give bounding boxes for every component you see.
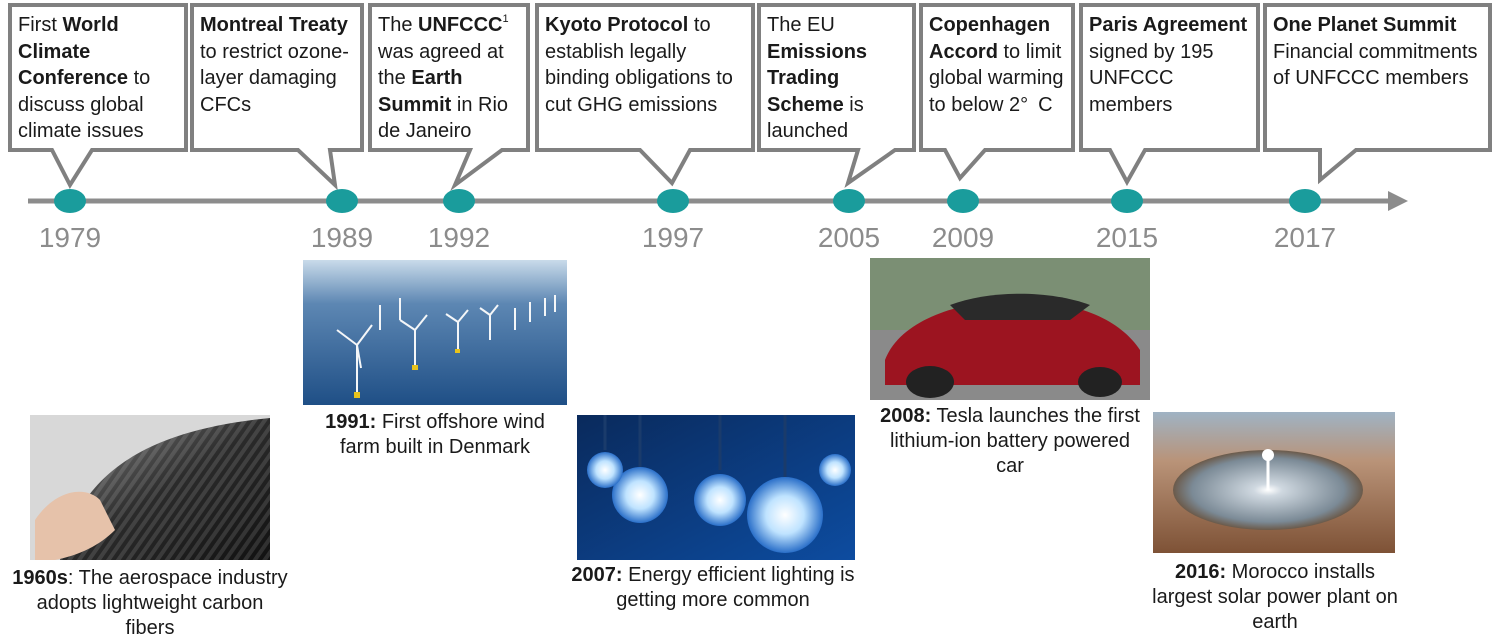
- year-label: 1979: [38, 222, 102, 253]
- text: Financial commitments of UNFCCC members: [1273, 40, 1478, 90]
- bold-text: 2007:: [571, 564, 623, 586]
- photo-car: [870, 258, 1150, 400]
- callout-box: [535, 3, 755, 187]
- bold-text: Copenhagen Accord: [929, 14, 1051, 63]
- bold-text: Emissions Trading Scheme: [767, 40, 868, 116]
- bold-text: 1991:: [325, 411, 377, 433]
- callout-box: [368, 3, 530, 192]
- photo-solar-plant: [1153, 412, 1395, 553]
- text: to limit global warming to below 2° C: [929, 40, 1064, 116]
- callout-box: [190, 3, 364, 191]
- text: is launched: [767, 93, 864, 143]
- photo-wind-farm: [303, 260, 567, 405]
- text: Tesla launches the first lithium-ion bat…: [889, 405, 1140, 477]
- text: Morocco installs largest solar power pla…: [1152, 561, 1398, 633]
- photo-caption: 2007: Energy efficient lighting is getti…: [563, 563, 863, 613]
- year-label: 2017: [1273, 222, 1337, 253]
- text: The: [378, 14, 419, 36]
- year-label: 1992: [427, 222, 491, 253]
- timeline-arrow: [1388, 191, 1408, 211]
- timeline-dot: [1111, 189, 1143, 213]
- callout-text: The UNFCCC1 was agreed at the Earth Summ…: [378, 12, 530, 145]
- timeline-dot: [833, 189, 865, 213]
- callout-text: One Planet Summit Financial commitments …: [1273, 12, 1488, 92]
- timeline-dot: [443, 189, 475, 213]
- timeline-dot: [947, 189, 979, 213]
- text: 1: [502, 13, 509, 25]
- timeline-dot: [657, 189, 689, 213]
- photo-caption: 2008: Tesla launches the first lithium-i…: [875, 404, 1145, 479]
- callout-box: [1079, 3, 1260, 187]
- callout-text: Montreal Treaty to restrict ozone-layer …: [200, 12, 360, 118]
- text: First: [18, 14, 63, 36]
- timeline-dot: [54, 189, 86, 213]
- text: : The aerospace industry adopts lightwei…: [36, 567, 288, 639]
- timeline-dot: [326, 189, 358, 213]
- photo-caption: 1960s: The aerospace industry adopts lig…: [10, 566, 290, 641]
- callout-text: First World Climate Conference to discus…: [18, 12, 178, 145]
- callout-box: [757, 3, 916, 188]
- year-label: 1989: [310, 222, 374, 253]
- bold-text: UNFCCC: [418, 14, 503, 36]
- text: to restrict ozone-layer damaging CFCs: [200, 40, 349, 116]
- photo-caption: 2016: Morocco installs largest solar pow…: [1150, 560, 1400, 635]
- bold-text: 2016:: [1174, 561, 1227, 583]
- bold-text: One Planet Summit: [1273, 14, 1457, 36]
- bold-text: Earth Summit: [378, 67, 463, 116]
- year-label: 2009: [931, 222, 995, 253]
- bold-text: Montreal Treaty: [200, 14, 348, 36]
- timeline-dot: [1289, 189, 1321, 213]
- callout-box: [919, 3, 1075, 182]
- photo-caption: 1991: First offshore wind farm built in …: [303, 410, 568, 460]
- callout-text: The EU Emissions Trading Scheme is launc…: [767, 12, 912, 145]
- callout-box: [8, 3, 188, 190]
- text: to discuss global climate issues: [18, 67, 151, 142]
- bold-text: World Climate Conference: [18, 14, 129, 89]
- year-label: 1997: [641, 222, 705, 253]
- bold-text: Kyoto Protocol: [545, 14, 689, 36]
- text: was agreed at the: [378, 40, 504, 90]
- text: signed by 195 UNFCCC members: [1089, 40, 1214, 116]
- text: The EU: [767, 14, 835, 36]
- photo-carbon-fiber: [30, 415, 270, 560]
- photo-bulbs: [577, 415, 855, 560]
- year-label: 2015: [1095, 222, 1159, 253]
- text: First offshore wind farm built in Denmar…: [339, 411, 545, 458]
- callout-box: [1263, 3, 1492, 185]
- callout-text: Kyoto Protocol to establish legally bind…: [545, 12, 750, 118]
- text: Energy efficient lighting is getting mor…: [616, 564, 855, 611]
- text: to establish legally binding obligations…: [545, 14, 733, 116]
- year-label: 2005: [817, 222, 881, 253]
- bold-text: 2008:: [880, 405, 932, 427]
- callout-text: Paris Agreement signed by 195 UNFCCC mem…: [1089, 12, 1254, 118]
- bold-text: Paris Agreement: [1089, 14, 1248, 36]
- bold-text: 1960s: [12, 567, 68, 589]
- text: in Rio de Janeiro: [378, 93, 509, 143]
- callout-text: Copenhagen Accord to limit global warmin…: [929, 12, 1074, 118]
